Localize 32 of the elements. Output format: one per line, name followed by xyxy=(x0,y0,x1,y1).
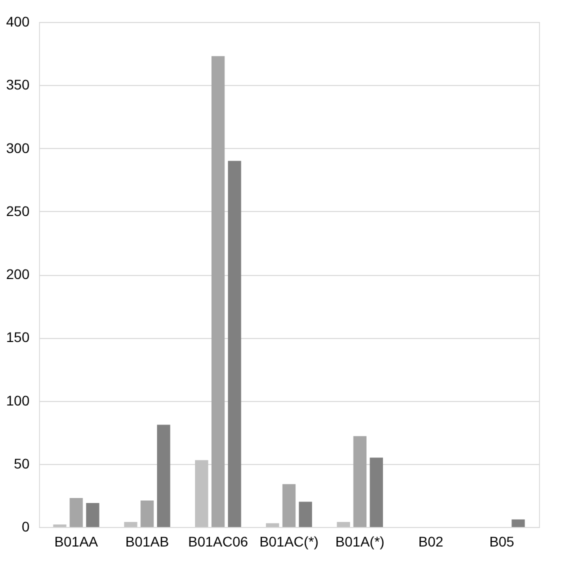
y-tick-label: 150 xyxy=(6,329,30,346)
x-tick-label: B01A(*) xyxy=(335,534,384,550)
bar xyxy=(512,519,525,527)
bar xyxy=(353,436,367,527)
x-tick-label: B01AB xyxy=(125,534,169,550)
y-tick-label: 200 xyxy=(6,266,30,282)
bar xyxy=(70,498,83,527)
y-tick-label: 350 xyxy=(6,76,30,93)
y-tick-label: 250 xyxy=(6,202,30,219)
bar xyxy=(140,500,154,527)
bar xyxy=(266,523,280,527)
bar xyxy=(86,503,100,527)
x-tick-label: B01AC06 xyxy=(188,534,248,550)
x-tick-label: B02 xyxy=(418,534,444,550)
bar xyxy=(195,460,208,527)
bar xyxy=(336,522,350,527)
y-tick-label: 400 xyxy=(6,14,30,30)
bar xyxy=(298,502,312,527)
x-tick-label: B05 xyxy=(489,534,514,550)
x-tick-label: B01AC(*) xyxy=(259,534,319,550)
bar xyxy=(53,524,66,527)
bar xyxy=(228,160,242,527)
y-tick-label: 300 xyxy=(6,140,30,156)
bar xyxy=(282,484,296,527)
x-tick-label: B01AA xyxy=(54,534,99,550)
y-tick-label: 0 xyxy=(22,518,30,534)
bar xyxy=(211,56,225,527)
bar xyxy=(157,424,170,527)
y-tick-label: 100 xyxy=(6,392,30,408)
bar xyxy=(370,458,383,527)
bar xyxy=(124,522,138,527)
y-tick-label: 50 xyxy=(14,455,30,472)
